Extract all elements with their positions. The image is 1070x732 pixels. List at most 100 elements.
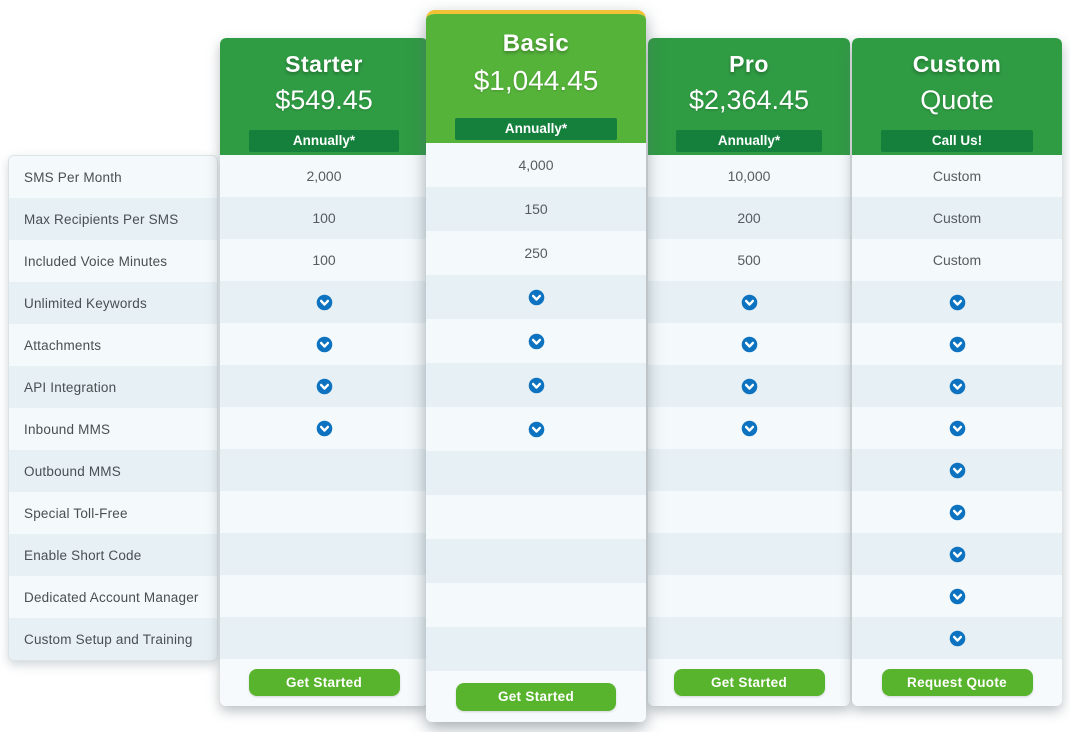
plan-value: 10,000 (727, 168, 771, 184)
plan-column-basic: Basic $1,044.45 Annually* 4,000 150 250 Get St… (426, 10, 646, 722)
plan-value-row (220, 449, 428, 491)
plan-badge: Annually* (676, 130, 822, 152)
chevron-down-circle-icon (949, 294, 966, 311)
plan-price: $2,364.45 (688, 85, 810, 115)
plan-value-row (426, 495, 646, 539)
pro-cta-button[interactable]: Get Started (673, 669, 825, 696)
plan-value: 250 (524, 245, 548, 261)
chevron-down-circle-icon (949, 420, 966, 437)
plan-value-row (852, 281, 1062, 323)
plan-value-row (426, 451, 646, 495)
plan-value: 200 (737, 210, 761, 226)
feature-row: Included Voice Minutes (9, 240, 217, 282)
plan-title: Custom (912, 51, 1002, 77)
feature-row: SMS Per Month (9, 156, 217, 198)
plan-value-row: 500 (648, 239, 850, 281)
plan-value-row (220, 365, 428, 407)
feature-row: Unlimited Keywords (9, 282, 217, 324)
plan-value-row: 10,000 (648, 155, 850, 197)
plan-value: 500 (737, 252, 761, 268)
plan-value-row (648, 449, 850, 491)
plan-footer-pro: Get Started (648, 659, 850, 706)
chevron-down-circle-icon (316, 294, 333, 311)
plan-price: Quote (920, 85, 994, 115)
plan-footer-starter: Get Started (220, 659, 428, 706)
feature-label: Unlimited Keywords (24, 295, 147, 311)
chevron-down-circle-icon (316, 378, 333, 395)
plan-value: 100 (312, 252, 336, 268)
plan-value-row: Custom (852, 197, 1062, 239)
plan-value-row: 100 (220, 239, 428, 281)
chevron-down-circle-icon (949, 462, 966, 479)
feature-label: Dedicated Account Manager (24, 589, 199, 605)
chevron-down-circle-icon (949, 504, 966, 521)
feature-label: Enable Short Code (24, 547, 142, 563)
plan-title: Basic (502, 30, 570, 57)
feature-row: Special Toll-Free (9, 492, 217, 534)
plan-badge: Call Us! (881, 130, 1033, 152)
feature-label: Custom Setup and Training (24, 631, 193, 647)
plan-value-row (426, 319, 646, 363)
chevron-down-circle-icon (528, 377, 545, 394)
plan-value: 4,000 (518, 157, 554, 173)
custom-cta-button[interactable]: Request Quote (881, 669, 1033, 696)
plan-value-row: 150 (426, 187, 646, 231)
plan-value-row (852, 449, 1062, 491)
plan-value-row (220, 617, 428, 659)
plan-value: Custom (932, 210, 982, 226)
feature-label: Attachments (24, 337, 102, 353)
basic-cta-button[interactable]: Get Started (456, 682, 616, 711)
plan-value-row: Custom (852, 239, 1062, 281)
plan-badge: Annually* (249, 130, 399, 152)
starter-cta-button[interactable]: Get Started (248, 669, 400, 696)
plan-value-row (648, 575, 850, 617)
chevron-down-circle-icon (949, 630, 966, 647)
plan-price: $1,044.45 (473, 65, 599, 96)
plan-value-row (852, 575, 1062, 617)
plan-badge: Annually* (454, 118, 618, 140)
plan-value-row (426, 363, 646, 407)
chevron-down-circle-icon (316, 420, 333, 437)
plan-value-row (852, 533, 1062, 575)
chevron-down-circle-icon (528, 289, 545, 306)
plan-header-pro: Pro $2,364.45 Annually* (648, 38, 850, 155)
chevron-down-circle-icon (741, 336, 758, 353)
chevron-down-circle-icon (949, 336, 966, 353)
plan-value-row: 200 (648, 197, 850, 239)
chevron-down-circle-icon (949, 378, 966, 395)
feature-row: Max Recipients Per SMS (9, 198, 217, 240)
chevron-down-circle-icon (528, 421, 545, 438)
plan-value-row: 4,000 (426, 143, 646, 187)
chevron-down-circle-icon (741, 420, 758, 437)
feature-label: Special Toll-Free (24, 505, 128, 521)
feature-row: Custom Setup and Training (9, 618, 217, 660)
plan-value-row (426, 407, 646, 451)
plan-value-row: Custom (852, 155, 1062, 197)
plan-value-row (220, 575, 428, 617)
plan-value-row: 2,000 (220, 155, 428, 197)
plan-value-row (648, 365, 850, 407)
feature-label: SMS Per Month (24, 169, 122, 185)
plan-value: Custom (932, 252, 982, 268)
feature-row: Attachments (9, 324, 217, 366)
plan-value-row (648, 281, 850, 323)
plan-value-row: 100 (220, 197, 428, 239)
feature-row: Inbound MMS (9, 408, 217, 450)
plan-value-row: 250 (426, 231, 646, 275)
plan-value: 150 (524, 201, 548, 217)
plan-column-pro: Pro $2,364.45 Annually* 10,000 200 500 Get Sta… (648, 38, 850, 706)
plan-footer-basic: Get Started (426, 671, 646, 722)
plan-value-row (220, 323, 428, 365)
plan-value-row (220, 491, 428, 533)
feature-label: Inbound MMS (24, 421, 111, 437)
plan-value-row (426, 583, 646, 627)
plan-value-row (852, 365, 1062, 407)
chevron-down-circle-icon (528, 333, 545, 350)
plan-value-row (648, 491, 850, 533)
plan-value: 100 (312, 210, 336, 226)
plan-value-row (426, 539, 646, 583)
plan-value-row (852, 617, 1062, 659)
feature-label: Outbound MMS (24, 463, 121, 479)
plan-value: 2,000 (306, 168, 342, 184)
